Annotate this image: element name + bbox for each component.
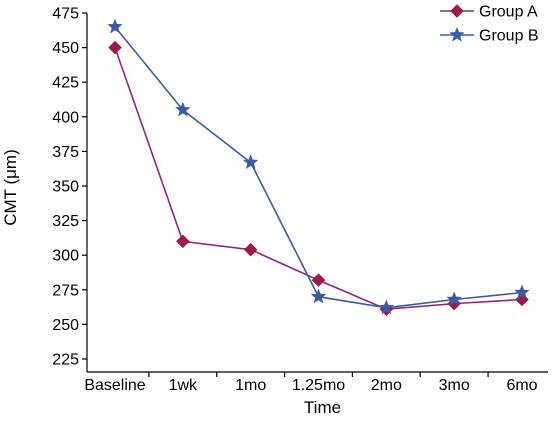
series-layer — [107, 18, 530, 317]
data-point — [243, 242, 258, 257]
y-tick-label: 250 — [52, 317, 79, 334]
legend-item: Group A — [440, 4, 538, 21]
y-tick-label: 350 — [52, 179, 79, 196]
x-tick-label: 2mo — [371, 377, 402, 394]
x-tick-label: 3mo — [439, 377, 470, 394]
data-point — [108, 40, 122, 55]
data-point — [514, 284, 530, 300]
legend-label: Group A — [479, 4, 538, 21]
data-point — [378, 299, 395, 315]
y-tick-label: 425 — [52, 75, 79, 92]
y-tick-label: 450 — [52, 40, 79, 57]
x-tick-label: 1wk — [169, 377, 198, 394]
data-point — [107, 18, 123, 34]
x-tick-label: Baseline — [84, 377, 145, 394]
x-tick-label: 6mo — [506, 377, 537, 394]
legend-marker — [450, 4, 464, 18]
data-point — [310, 288, 327, 304]
y-tick-label: 475 — [52, 6, 79, 23]
y-tick-label: 275 — [52, 282, 79, 299]
y-tick-label: 400 — [52, 109, 79, 126]
axes — [86, 13, 548, 373]
series-0 — [108, 40, 529, 317]
x-tick-label: 1.25mo — [292, 377, 345, 394]
data-point — [175, 101, 191, 117]
series-line — [114, 47, 523, 310]
data-point — [311, 273, 326, 287]
x-axis-title: Time — [304, 398, 341, 417]
data-point — [242, 154, 259, 170]
y-tick-label: 375 — [52, 144, 79, 161]
series-1 — [107, 18, 530, 315]
legend-marker — [449, 26, 465, 42]
tick-layer: 225 250 275 300 325 350 375 400 425 450 475 Baselin… — [52, 6, 537, 395]
y-tick-label: 325 — [52, 213, 79, 230]
legend: Group A Group B — [440, 4, 539, 45]
series-line — [114, 26, 523, 309]
y-tick-label: 300 — [52, 248, 79, 265]
y-tick-label: 225 — [52, 352, 79, 369]
legend-item: Group B — [440, 26, 539, 45]
y-axis-title: CMT (μm) — [1, 149, 20, 226]
data-point — [446, 291, 462, 307]
legend-label: Group B — [479, 28, 539, 45]
data-point — [175, 234, 190, 249]
x-tick-label: 1mo — [235, 377, 266, 394]
